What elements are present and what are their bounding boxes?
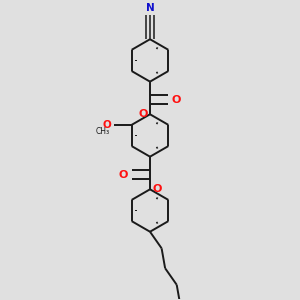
Text: O: O xyxy=(172,94,181,105)
Text: CH₃: CH₃ xyxy=(95,128,109,136)
Text: O: O xyxy=(152,184,162,194)
Text: O: O xyxy=(102,120,111,130)
Text: O: O xyxy=(138,109,148,119)
Text: O: O xyxy=(119,169,128,180)
Text: N: N xyxy=(146,3,154,13)
